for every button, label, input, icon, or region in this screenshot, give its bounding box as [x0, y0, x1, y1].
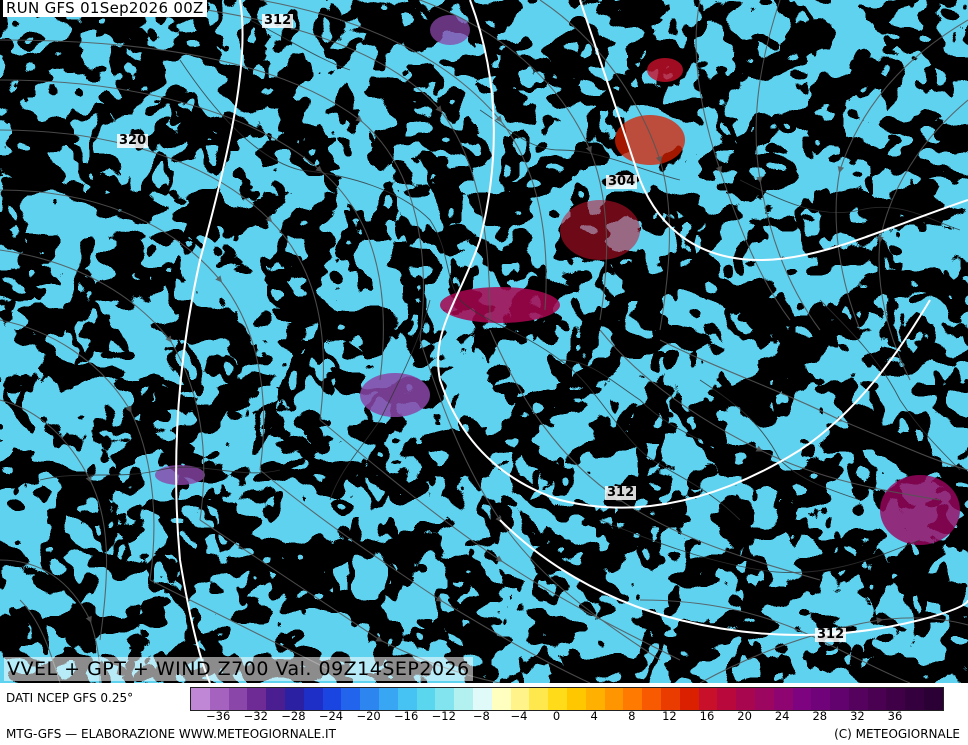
legend-footer: DATI NCEP GFS 0.25° −36 −32 −28 −24 −20 −16 −1… — [0, 683, 968, 745]
credit-right: (C) METEOGIORNALE — [834, 727, 960, 741]
scale-tick-label: −24 — [318, 709, 344, 723]
color-swatch — [191, 688, 210, 710]
scale-tick-label: −20 — [356, 709, 381, 723]
color-swatch — [886, 688, 906, 710]
color-swatch — [736, 688, 755, 710]
scale-tick-label: −16 — [394, 709, 419, 723]
color-swatch — [510, 688, 530, 710]
color-swatch — [378, 688, 398, 710]
scale-tick-label: −28 — [281, 709, 306, 723]
color-swatch — [416, 688, 436, 710]
scale-tick-label: 8 — [628, 709, 636, 723]
color-swatch — [454, 688, 473, 710]
isohypse-label: 312 — [262, 13, 294, 28]
color-swatch — [566, 688, 586, 710]
scale-tick-label: −8 — [472, 709, 490, 723]
color-swatch — [811, 688, 831, 710]
color-swatch — [924, 688, 943, 710]
color-swatch — [698, 688, 718, 710]
scale-tick-label: 12 — [662, 709, 677, 723]
data-source-label: DATI NCEP GFS 0.25° — [6, 691, 134, 705]
scale-tick-label: −4 — [510, 709, 528, 723]
color-swatch — [754, 688, 774, 710]
scale-tick-label: 16 — [699, 709, 715, 723]
scale-tick-label: 32 — [850, 709, 865, 723]
color-swatch — [679, 688, 699, 710]
color-swatch — [604, 688, 624, 710]
color-swatch — [266, 688, 285, 710]
scale-tick-label: −32 — [243, 709, 268, 723]
vertical-velocity-field — [0, 0, 968, 683]
color-swatch — [341, 688, 361, 710]
color-swatch — [303, 688, 323, 710]
scale-tick-label: 4 — [590, 709, 598, 723]
color-swatch — [660, 688, 680, 710]
color-swatch — [623, 688, 643, 710]
color-swatch — [322, 688, 342, 710]
isohypse-label: 312 — [815, 627, 847, 642]
map-title: VVEL + GPT + WIND Z700 Val. 09Z14SEP2026 — [4, 657, 473, 681]
scale-tick-label: 36 — [887, 709, 903, 723]
map-panel: RUN GFS 01Sep2026 00Z 312 320 304 312 31… — [0, 0, 968, 683]
run-label: RUN GFS 01Sep2026 00Z — [3, 0, 207, 17]
credit-left: MTG-GFS — ELABORAZIONE WWW.METEOGIORNALE… — [6, 727, 336, 741]
color-swatch — [247, 688, 267, 710]
color-swatch — [905, 688, 925, 710]
color-swatch — [491, 688, 511, 710]
color-swatch — [867, 688, 887, 710]
isohypse-label: 304 — [606, 174, 638, 189]
color-swatch — [773, 688, 793, 710]
scale-tick-label: −12 — [431, 709, 456, 723]
color-swatch — [548, 688, 567, 710]
color-swatch — [209, 688, 229, 710]
scale-tick-label: 24 — [774, 709, 790, 723]
color-swatch — [472, 688, 492, 710]
isohypses — [175, 0, 968, 683]
color-swatch — [284, 688, 304, 710]
color-swatch — [717, 688, 737, 710]
color-swatch — [228, 688, 248, 710]
color-scale-ticks: −36 −32 −28 −24 −20 −16 −12 −8 −4 0 4 8 12 16 20 24 28 32… — [190, 709, 942, 729]
scale-tick-label: 28 — [812, 709, 828, 723]
color-scale-bar — [190, 687, 944, 711]
color-swatch — [585, 688, 605, 710]
color-swatch — [848, 688, 868, 710]
scale-tick-label: 0 — [552, 709, 561, 723]
color-swatch — [529, 688, 549, 710]
isohypse-label: 320 — [117, 133, 149, 148]
isohypse-label: 312 — [605, 485, 637, 500]
color-swatch — [397, 688, 417, 710]
color-swatch — [830, 688, 849, 710]
scale-tick-label: −36 — [206, 709, 231, 723]
color-swatch — [360, 688, 379, 710]
color-swatch — [435, 688, 455, 710]
scale-tick-label: 20 — [737, 709, 752, 723]
color-swatch — [642, 688, 661, 710]
color-swatch — [792, 688, 812, 710]
